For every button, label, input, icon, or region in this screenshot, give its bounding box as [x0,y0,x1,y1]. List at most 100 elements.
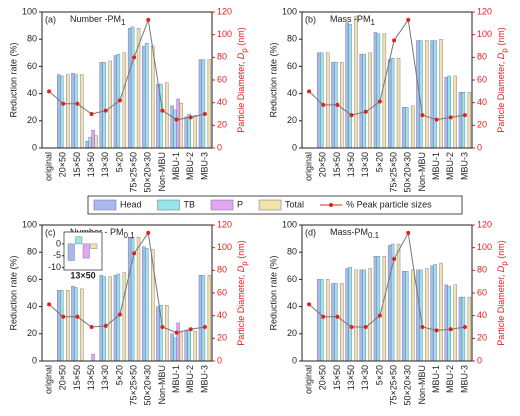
bar [156,83,160,149]
title-sub: 1 [121,18,126,27]
bar [66,74,70,149]
y2-axis-label: Particle Diameter, Dp (nm) [496,27,509,132]
bar [184,330,188,362]
title-sub: 0.1 [368,231,380,240]
line-marker [75,101,80,106]
x-tick-label: 20×50 [58,365,68,390]
line-marker [174,330,179,335]
x-tick-label: 20×50 [318,152,328,177]
bar [156,306,160,362]
y-tick-label: 20 [27,115,37,125]
x-tick-label: 50×20×30 [403,365,413,406]
y-tick-label: 40 [287,88,297,98]
x-tick-label: 50×20×30 [143,152,153,193]
y2-tick-label: 60 [477,287,487,297]
x-tick-label: MBU-2 [445,152,455,180]
bar [108,276,112,362]
line-marker [448,115,453,120]
bar [94,135,98,149]
bar [340,62,344,149]
bar [354,15,358,149]
bar [71,286,75,362]
bar [334,283,338,362]
bar [362,53,366,149]
bar [207,59,212,149]
x-tick-label: original [303,152,313,181]
bar [433,264,437,362]
x-tick-label: 20×50 [318,365,328,390]
x-tick-label: original [43,152,53,181]
x-tick-label: MBU-1 [171,365,181,393]
line-marker [392,257,397,261]
y-tick-label: 80 [287,247,297,257]
y2-axis-label: Particle Diameter, Dp (nm) [496,240,509,345]
line [308,18,465,121]
y2-label-part: (nm) [496,240,506,261]
bar [405,271,409,362]
bar [80,288,84,362]
line-marker [377,99,382,104]
bar [373,32,378,149]
x-tick-label: MBU-2 [445,365,455,393]
y-tick-label: 80 [27,34,37,44]
line-marker [61,101,66,106]
bar [193,115,197,149]
x-tick-label: MBU-2 [185,365,195,393]
bar [176,98,180,149]
bar [187,329,191,362]
bar [411,269,415,362]
bar [348,266,352,362]
x-tick-label: 5×20 [374,365,384,385]
bar [396,58,401,149]
chart-title: Mass -PM1 [330,14,376,27]
line-marker [392,38,397,43]
bar [127,237,132,362]
legend-swatch [93,199,117,211]
bar [145,247,149,362]
bar [74,74,78,149]
x-tick-label: 15×50 [72,365,82,390]
y-tick-label: 60 [287,61,297,71]
x-tick-label: MBU-2 [185,152,195,180]
x-tick-label: Non-MBU [417,365,427,405]
line-marker [188,327,193,332]
y2-tick-label: 40 [217,310,227,320]
line-marker [434,117,439,122]
y-tick-label: 0 [292,355,297,365]
x-tick-label: 13×30 [360,365,370,390]
y2-label-part: (nm) [496,27,506,48]
y2-label-part: p [500,261,509,266]
y-tick-label: 60 [27,61,37,71]
line-marker [202,112,207,116]
y2-tick-label: 0 [477,355,482,365]
legend-swatch [157,199,180,211]
panel-label: (d) [305,227,316,237]
y-tick-label: 20 [27,328,37,338]
line-marker [321,314,326,319]
x-tick-label: 75×25×50 [128,152,138,193]
bar [458,296,463,362]
inset-bar [82,243,90,259]
x-tick-label: Non-MBU [417,152,427,192]
title-main: Mass -PM [330,14,371,24]
line-marker [75,314,80,319]
bar [331,283,335,362]
x-tick-label: 13×30 [100,365,110,390]
x-tick-label: 13×30 [360,152,370,177]
bar [201,59,206,149]
inset-y-tick-label: -10 [48,262,61,272]
bar [198,275,203,362]
x-tick-label: MBU-1 [171,152,181,180]
bar [122,52,127,149]
line-marker [146,17,151,22]
x-tick-label: original [303,365,313,394]
line-marker [103,323,108,328]
legend-label: TB [184,199,196,209]
bar [173,109,177,149]
bar [373,256,378,362]
y2-tick-label: 20 [477,120,487,130]
line-marker [420,325,425,329]
y-axis-label: Reduction rate (%) [8,42,18,117]
inset-bar [75,236,83,245]
